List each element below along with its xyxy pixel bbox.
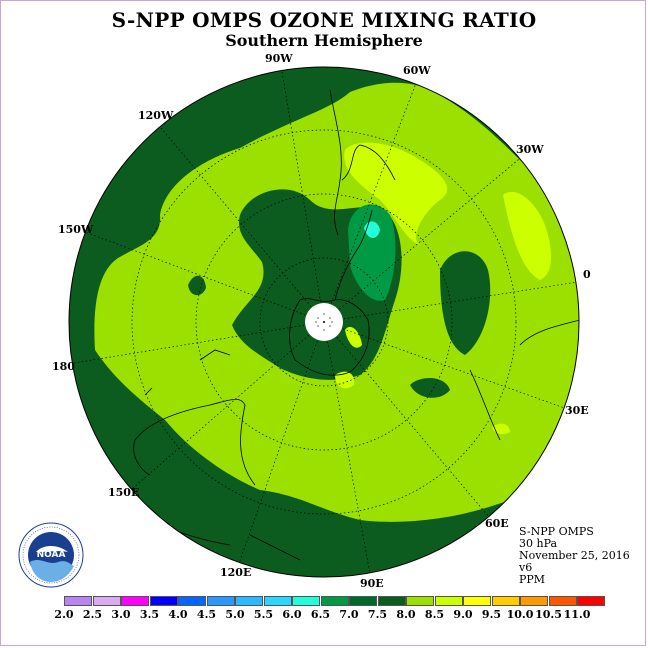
lon-label-60e: 60E <box>485 517 509 530</box>
scale-tick-label: 5.0 <box>225 608 245 621</box>
scale-tick-label: 5.5 <box>253 608 274 621</box>
scale-tick-label: 2.5 <box>82 608 103 621</box>
scale-swatch <box>320 596 349 606</box>
scale-tick-label: 11.0 <box>563 608 591 621</box>
scale-swatch <box>235 596 263 606</box>
scale-swatch <box>121 596 149 606</box>
scale-swatch <box>406 596 434 606</box>
scale-tick-label: 10.0 <box>506 608 534 621</box>
info-pressure: 30 hPa <box>519 537 558 550</box>
scale-tick-label: 4.0 <box>168 608 188 621</box>
scale-tick-label: 4.5 <box>196 608 217 621</box>
ozone-field-dark-patch-small <box>410 378 450 398</box>
scale-tick-label: 9.0 <box>453 608 473 621</box>
info-block: S-NPP OMPS 30 hPa November 25, 2016 v6 P… <box>519 526 630 586</box>
lon-label-120w: 120W <box>138 109 174 122</box>
info-units: PPM <box>519 573 546 586</box>
scale-tick-label: 6.0 <box>282 608 302 621</box>
scale-tick-label: 6.5 <box>310 608 331 621</box>
meridians <box>69 67 579 577</box>
scale-swatch <box>548 596 577 606</box>
coastline-south-america <box>329 89 396 236</box>
ozone-field-high-patch-2 <box>503 191 552 280</box>
scale-swatch <box>434 596 463 606</box>
lon-label-30w: 30W <box>516 143 544 156</box>
lon-label-90e: 90E <box>360 577 384 590</box>
map-boundary <box>68 66 580 578</box>
lon-label-120e: 120E <box>220 566 252 579</box>
lon-label-30e: 30E <box>565 404 589 417</box>
scale-tick-label: 3.0 <box>111 608 131 621</box>
lon-label-150w: 150W <box>58 223 94 236</box>
scale-tick-label: 8.0 <box>396 608 416 621</box>
noaa-logo-text: NOAA <box>37 550 66 560</box>
scale-swatch <box>577 596 605 606</box>
coastline-antarctic-peninsula <box>334 209 373 301</box>
scale-swatch <box>263 596 292 606</box>
scale-swatch <box>149 596 178 606</box>
noaa-logo: NOAA <box>18 522 84 588</box>
ozone-field-high-patch-5 <box>492 423 510 435</box>
scale-tick-label: 3.5 <box>139 608 160 621</box>
scale-swatch <box>349 596 377 606</box>
ozone-field-high-patch-1 <box>344 142 448 245</box>
scale-swatch <box>178 596 206 606</box>
ozone-field-high-patch-4 <box>345 326 362 348</box>
lon-label-60w: 60W <box>403 64 431 77</box>
scale-swatch <box>206 596 235 606</box>
lon-label-90w: 90W <box>265 52 293 65</box>
ozone-field-dark-patch-east <box>440 251 491 355</box>
ozone-field-dark-patch-west <box>188 275 206 296</box>
info-date: November 25, 2016 <box>519 549 630 562</box>
scale-tick-label: 10.5 <box>535 608 562 621</box>
pole-dots <box>315 313 333 331</box>
scale-tick-label: 2.0 <box>54 608 74 621</box>
scale-swatch <box>292 596 320 606</box>
lon-label-0: 0 <box>583 268 591 281</box>
scale-swatch <box>377 596 406 606</box>
lon-label-180: 180 <box>52 360 75 373</box>
map-title: S-NPP OMPS OZONE MIXING RATIO <box>111 8 537 32</box>
lon-label-150e: 150E <box>108 486 140 499</box>
scale-swatch <box>64 596 92 606</box>
scale-swatch <box>520 596 548 606</box>
scale-tick-label: 8.5 <box>424 608 445 621</box>
coastline-antarctica <box>289 298 370 376</box>
scale-tick-label: 7.5 <box>367 608 388 621</box>
scale-tick-label: 7.0 <box>339 608 359 621</box>
coastline-australia <box>133 398 256 486</box>
coastline-africa <box>469 319 579 441</box>
info-instrument: S-NPP OMPS <box>519 525 594 538</box>
scale-swatch <box>463 596 491 606</box>
info-version: v6 <box>519 561 533 574</box>
map-subtitle: Southern Hemisphere <box>225 31 423 50</box>
scale-tick-label: 9.5 <box>481 608 502 621</box>
scale-swatch <box>92 596 121 606</box>
scale-swatch <box>491 596 520 606</box>
